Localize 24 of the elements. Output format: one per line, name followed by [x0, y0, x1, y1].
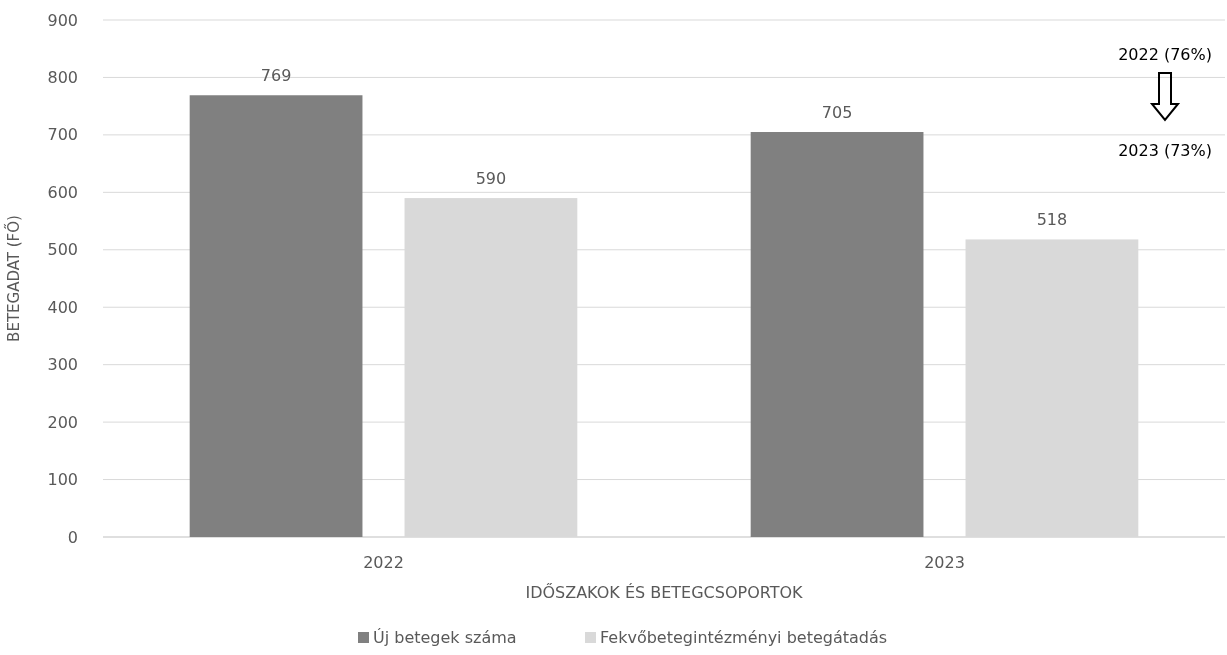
data-label: 590	[475, 169, 507, 189]
y-tick-label: 800	[47, 68, 78, 88]
y-tick-label: 100	[47, 470, 78, 490]
y-tick-label: 400	[47, 297, 78, 317]
legend-label: Fekvőbetegintézményi betegátadás	[600, 628, 888, 647]
y-tick-label: 900	[47, 10, 78, 30]
y-tick-label: 700	[47, 125, 78, 145]
x-axis-title: IDŐSZAKOK ÉS BETEGCSOPORTOK	[525, 582, 804, 602]
x-tick-label: 2022	[363, 553, 404, 572]
bar	[750, 132, 924, 537]
data-label: 769	[260, 66, 292, 86]
annotation: 2023 (73%)	[1118, 141, 1212, 160]
annotation: 2022 (76%)	[1118, 45, 1212, 64]
data-label: 705	[821, 103, 853, 123]
y-tick-label: 500	[47, 240, 78, 260]
x-tick-label: 2023	[924, 553, 965, 572]
y-tick-label: 300	[47, 355, 78, 375]
y-tick-label: 0	[67, 527, 78, 547]
y-tick-label: 200	[47, 412, 78, 432]
bar	[189, 95, 363, 537]
y-axis-title: BETEGADAT (FŐ)	[3, 215, 23, 342]
data-label: 518	[1036, 210, 1068, 230]
y-tick-label: 600	[47, 182, 78, 202]
legend-label: Új betegek száma	[373, 628, 517, 647]
